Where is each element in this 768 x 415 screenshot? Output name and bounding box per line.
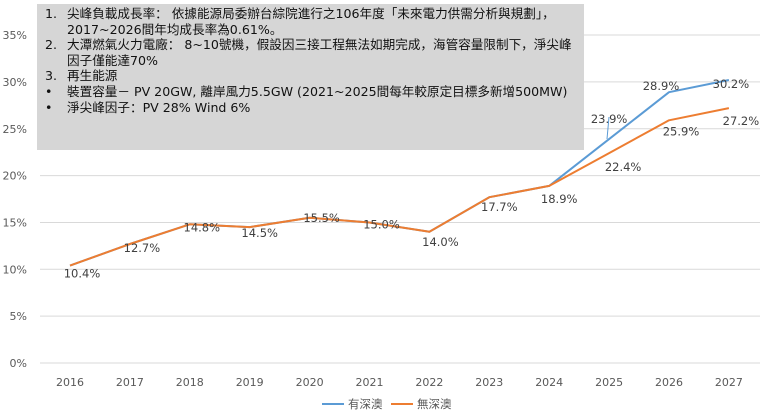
note-text: 裝置容量－ PV 20GW, 離岸風力5.5GW (2021~2025間每年較原…: [67, 83, 568, 99]
data-label: 15.0%: [363, 217, 400, 231]
note-marker: •: [45, 99, 53, 115]
x-tick-label: 2021: [356, 376, 384, 389]
data-label: 27.2%: [723, 114, 760, 128]
x-tick-label: 2020: [296, 376, 324, 389]
y-tick-label: 25%: [3, 123, 27, 136]
legend: 有深澳 無深澳: [322, 397, 452, 411]
legend-label: 有深澳: [348, 397, 383, 411]
data-label: 30.2%: [713, 77, 750, 91]
x-tick-label: 2024: [535, 376, 563, 389]
x-tick-label: 2022: [415, 376, 443, 389]
note-item: • 淨尖峰因子：PV 28% Wind 6%: [45, 100, 576, 116]
data-label: 18.9%: [541, 192, 578, 206]
notes-box: 1. 尖峰負載成長率： 依據能源局委辦台綜院進行之106年度「未來電力供需分析與…: [37, 4, 584, 150]
y-tick-label: 0%: [10, 357, 27, 370]
data-label: 15.5%: [303, 211, 340, 225]
note-item: 3. 再生能源: [45, 68, 576, 84]
x-tick-label: 2025: [595, 376, 623, 389]
x-tick-label: 2017: [116, 376, 144, 389]
data-label: 28.9%: [643, 79, 680, 93]
note-text: 再生能源: [67, 68, 118, 84]
data-label: 14.5%: [241, 226, 278, 240]
x-tick-label: 2016: [56, 376, 84, 389]
data-label: 22.4%: [605, 160, 642, 174]
data-label: 14.8%: [184, 220, 221, 234]
y-tick-label: 20%: [3, 170, 27, 183]
note-marker: 2.: [45, 37, 58, 53]
y-tick-label: 30%: [3, 76, 27, 89]
series-line-2: [69, 107, 730, 267]
x-tick-label: 2026: [655, 376, 683, 389]
note-marker: •: [45, 83, 53, 99]
legend-label: 無深澳: [417, 397, 452, 411]
note-marker: 1.: [45, 6, 58, 21]
data-label: 25.9%: [663, 124, 700, 138]
x-axis: 2016 2017 2018 2019 2020 2021 2022 2023 2024 2025…: [56, 376, 743, 389]
x-tick-label: 2019: [236, 376, 264, 389]
note-text: 大潭燃氣火力電廠： 8~10號機，假設因三接工程無法如期完成，海管容量限制下，淨…: [67, 37, 572, 68]
note-item: 1. 尖峰負載成長率： 依據能源局委辦台綜院進行之106年度「未來電力供需分析與…: [45, 6, 576, 37]
y-tick-label: 35%: [3, 29, 27, 42]
y-tick-label: 15%: [3, 216, 27, 229]
data-label: 14.0%: [422, 235, 459, 249]
series-lines: [69, 79, 730, 267]
data-label: 12.7%: [124, 241, 161, 255]
note-item: • 裝置容量－ PV 20GW, 離岸風力5.5GW (2021~2025間每年…: [45, 84, 576, 100]
data-labels: 23.9%28.9% 30.2%10.4%12.7%14.8% 14.5%15.5%…: [64, 77, 760, 281]
data-label: 10.4%: [64, 267, 101, 281]
note-text: 淨尖峰因子：PV 28% Wind 6%: [67, 99, 251, 115]
data-label: 17.7%: [481, 200, 518, 214]
note-marker: 3.: [45, 68, 58, 84]
x-tick-label: 2027: [715, 376, 743, 389]
note-item: 2. 大潭燃氣火力電廠： 8~10號機，假設因三接工程無法如期完成，海管容量限制…: [45, 37, 576, 68]
y-axis: 0% 5% 10% 15% 20% 25% 30% 35%: [3, 29, 27, 370]
note-text: 尖峰負載成長率： 依據能源局委辦台綜院進行之106年度「未來電力供需分析與規劃」…: [67, 6, 555, 37]
y-tick-label: 5%: [10, 310, 27, 323]
x-tick-label: 2018: [176, 376, 204, 389]
y-tick-label: 10%: [3, 263, 27, 276]
x-tick-label: 2023: [475, 376, 503, 389]
label-leader-line: [606, 116, 610, 140]
